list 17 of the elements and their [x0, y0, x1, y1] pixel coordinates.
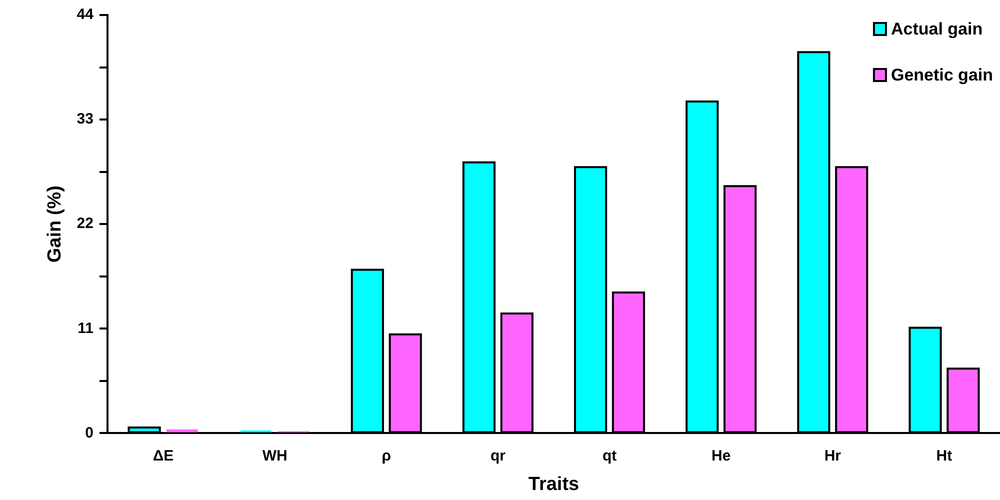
y-tick-label: 44: [76, 6, 94, 24]
y-tick-label: 11: [78, 320, 94, 337]
x-tick-label: WH: [262, 447, 288, 464]
y-tick-label: 33: [76, 110, 94, 128]
legend-label: Genetic gain: [890, 66, 994, 85]
x-tick-label: qt: [602, 447, 617, 464]
y-axis-title: Gain (%): [44, 186, 66, 263]
x-tick-label: qr: [490, 447, 506, 464]
y-tick-label: 0: [85, 424, 94, 442]
legend-label: Actual gain: [890, 20, 983, 39]
x-tick-label: He: [711, 447, 731, 464]
x-tick-label: Ht: [936, 447, 952, 464]
x-tick-label: Hr: [824, 447, 842, 464]
x-axis-title: Traits: [528, 474, 580, 495]
x-tick-label: ρ: [382, 447, 392, 464]
y-tick-label: 22: [76, 215, 94, 232]
x-tick-label: ΔE: [152, 447, 174, 464]
